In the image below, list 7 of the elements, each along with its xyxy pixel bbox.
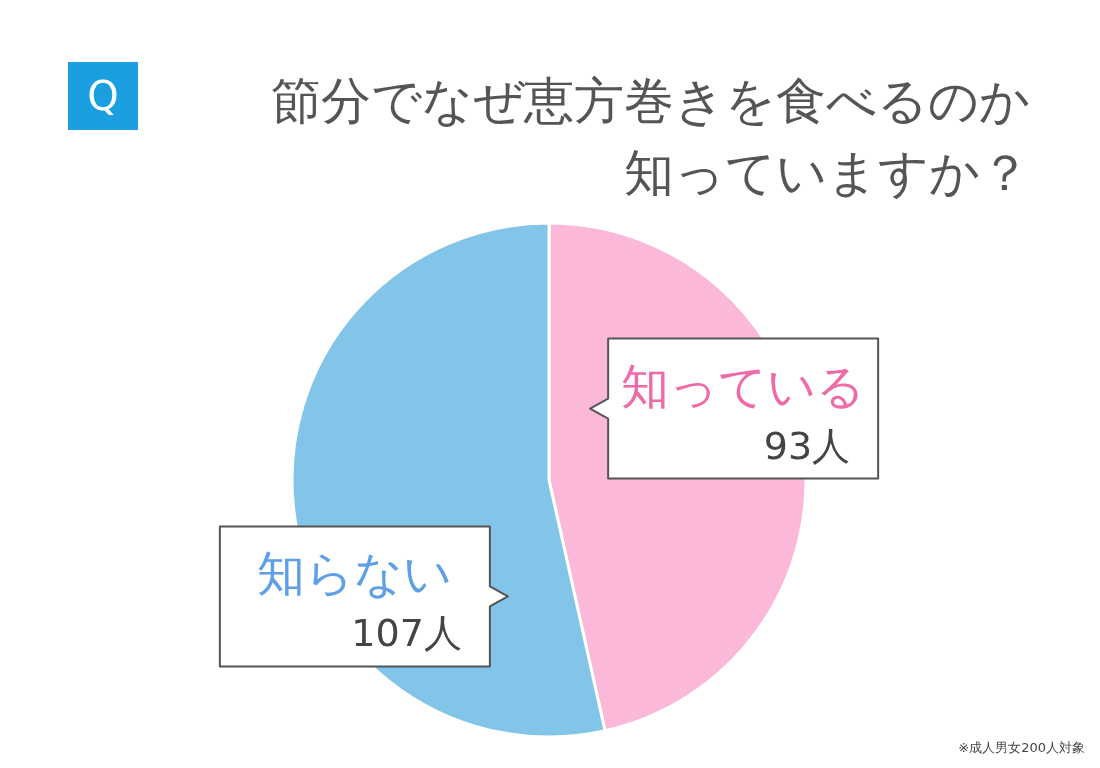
slice-label: 知っている	[621, 357, 866, 414]
data-label: 107人	[351, 611, 462, 656]
text: ※成人男女200人対象	[958, 740, 1085, 755]
slice-label: 知らない	[257, 545, 453, 602]
chart-title: 節分でなぜ恵方巻きを食べるのか知っていますか？	[271, 72, 1030, 202]
text: Q	[87, 73, 119, 119]
data-label: 93人	[763, 423, 851, 468]
